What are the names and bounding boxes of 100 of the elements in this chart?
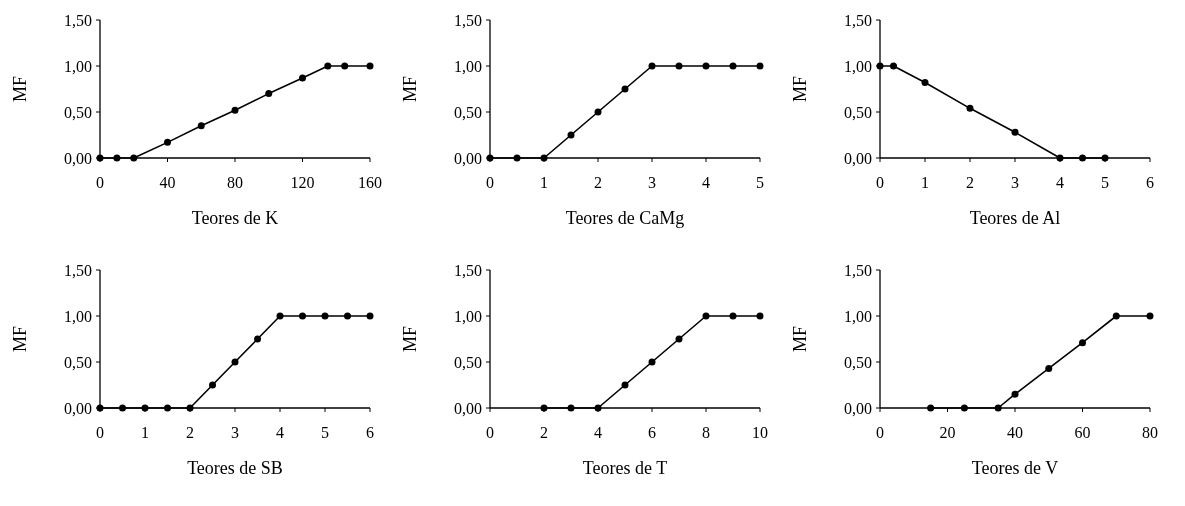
point [164,138,171,146]
x-tick-label: 0 [486,174,494,191]
x-axis-title: Teores de SB [187,458,283,478]
point [756,62,764,70]
point [265,90,273,98]
point [231,106,239,114]
y-tick-label: 1,00 [64,307,92,325]
y-tick-label: 0,50 [844,103,872,121]
y-tick-label: 1,00 [844,307,872,325]
point [209,381,216,389]
point [675,335,683,343]
point [567,404,575,412]
y-axis-title: MF [10,325,30,353]
y-tick-label: 1,50 [454,261,482,279]
x-tick-label: 1 [540,174,548,191]
x-tick-label: 40 [159,174,176,191]
point [164,404,171,412]
point [966,104,974,112]
x-tick-label: 1 [141,424,149,441]
point [648,358,656,366]
point [1146,312,1154,320]
point [197,122,205,130]
point [960,404,968,412]
point [927,404,935,412]
x-tick-label: 6 [366,424,374,441]
x-axis-title: Teores de CaMg [565,208,685,228]
y-tick-label: 1,50 [454,11,482,29]
y-tick-label: 1,00 [454,57,482,75]
x-axis-title: Teores de K [191,208,279,228]
point [324,62,332,70]
x-tick-label: 120 [290,174,315,191]
y-tick-label: 0,50 [844,353,872,371]
x-tick-label: 4 [1056,174,1064,191]
y-axis-title: MF [10,75,30,103]
point [366,62,374,70]
y-tick-label: 0,50 [64,103,92,121]
y-tick-label: 1,00 [64,57,92,75]
x-tick-label: 60 [1074,424,1091,441]
point [254,335,261,343]
y-axis-title: MF [790,75,810,103]
x-tick-label: 1 [921,174,929,191]
point [675,62,683,70]
x-tick-label: 80 [1142,424,1158,441]
point [702,62,710,70]
x-tick-label: 4 [702,174,710,191]
x-tick-label: 3 [1011,174,1019,191]
point [621,381,629,389]
y-tick-label: 0,00 [844,149,872,167]
point [299,74,306,82]
x-tick-label: 6 [648,424,656,441]
y-tick-label: 0,00 [64,149,92,167]
x-tick-label: 6 [1146,174,1154,191]
x-axis-title: Teores de T [582,458,668,478]
x-axis-title: Teores de V [971,458,1059,478]
x-tick-label: 40 [1007,424,1023,441]
x-tick-label: 8 [702,424,710,441]
x-tick-label: 4 [276,424,284,441]
point [994,404,1002,412]
point [729,62,737,70]
x-tick-label: 0 [876,424,884,441]
y-axis-title: MF [400,75,420,103]
point [113,154,121,162]
point [513,154,521,162]
x-tick-label: 0 [486,424,494,441]
y-tick-label: 1,00 [454,307,482,325]
y-axis-title: MF [790,325,810,353]
y-tick-label: 0,50 [64,353,92,371]
y-axis-title: MF [400,325,420,353]
y-tick-label: 0,00 [454,399,482,417]
x-tick-label: 5 [756,174,764,191]
point [1045,364,1053,372]
point [594,108,602,116]
point [299,312,306,320]
x-tick-label: 20 [939,424,956,441]
x-tick-label: 80 [227,174,243,191]
x-tick-label: 2 [186,424,194,441]
point [1011,390,1019,398]
x-tick-label: 160 [358,174,382,191]
point [341,62,349,70]
point [729,312,737,320]
x-tick-label: 5 [1101,174,1109,191]
point [231,358,239,366]
x-tick-label: 10 [752,424,768,441]
y-tick-label: 0,00 [64,399,92,417]
point [621,85,629,93]
y-tick-label: 0,50 [454,353,482,371]
y-tick-label: 1,00 [844,57,872,75]
x-tick-label: 3 [231,424,239,441]
point [890,62,897,70]
x-tick-label: 0 [96,424,104,441]
point [321,312,329,320]
x-tick-label: 2 [540,424,548,441]
y-tick-label: 0,00 [454,149,482,167]
x-tick-label: 3 [648,174,656,191]
point [344,312,351,320]
point [567,131,575,139]
y-tick-label: 1,50 [844,261,872,279]
y-tick-label: 1,50 [64,261,92,279]
x-tick-label: 2 [966,174,974,191]
y-tick-label: 0,50 [454,103,482,121]
